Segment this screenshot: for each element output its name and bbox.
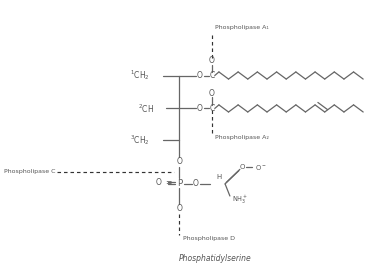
Text: O: O [239, 164, 245, 171]
Text: O: O [209, 57, 215, 66]
Text: =: = [165, 179, 172, 188]
Text: O: O [197, 71, 203, 80]
Text: C: C [209, 104, 214, 113]
Text: O: O [176, 157, 183, 166]
Text: O: O [176, 204, 183, 213]
Text: Phospholipase A₂: Phospholipase A₂ [215, 134, 269, 139]
Text: $^{1}$CH$_2$: $^{1}$CH$_2$ [130, 69, 150, 82]
Text: O$^-$: O$^-$ [255, 163, 267, 172]
Text: O: O [193, 179, 199, 188]
Text: Phosphatidylserine: Phosphatidylserine [179, 254, 252, 263]
Text: O: O [197, 104, 203, 113]
Text: P: P [177, 179, 182, 188]
Text: Phospholipase D: Phospholipase D [183, 236, 235, 241]
Text: O: O [209, 89, 215, 98]
Text: NH$_3^+$: NH$_3^+$ [232, 194, 248, 206]
Text: Phospholipase C: Phospholipase C [4, 169, 56, 174]
Text: H: H [216, 174, 222, 180]
Text: C: C [209, 71, 214, 80]
Text: O: O [156, 178, 162, 187]
Text: Phospholipase A₁: Phospholipase A₁ [215, 25, 269, 30]
Text: $^{2}$CH: $^{2}$CH [138, 102, 154, 115]
Text: $^{3}$CH$_2$: $^{3}$CH$_2$ [130, 133, 150, 147]
